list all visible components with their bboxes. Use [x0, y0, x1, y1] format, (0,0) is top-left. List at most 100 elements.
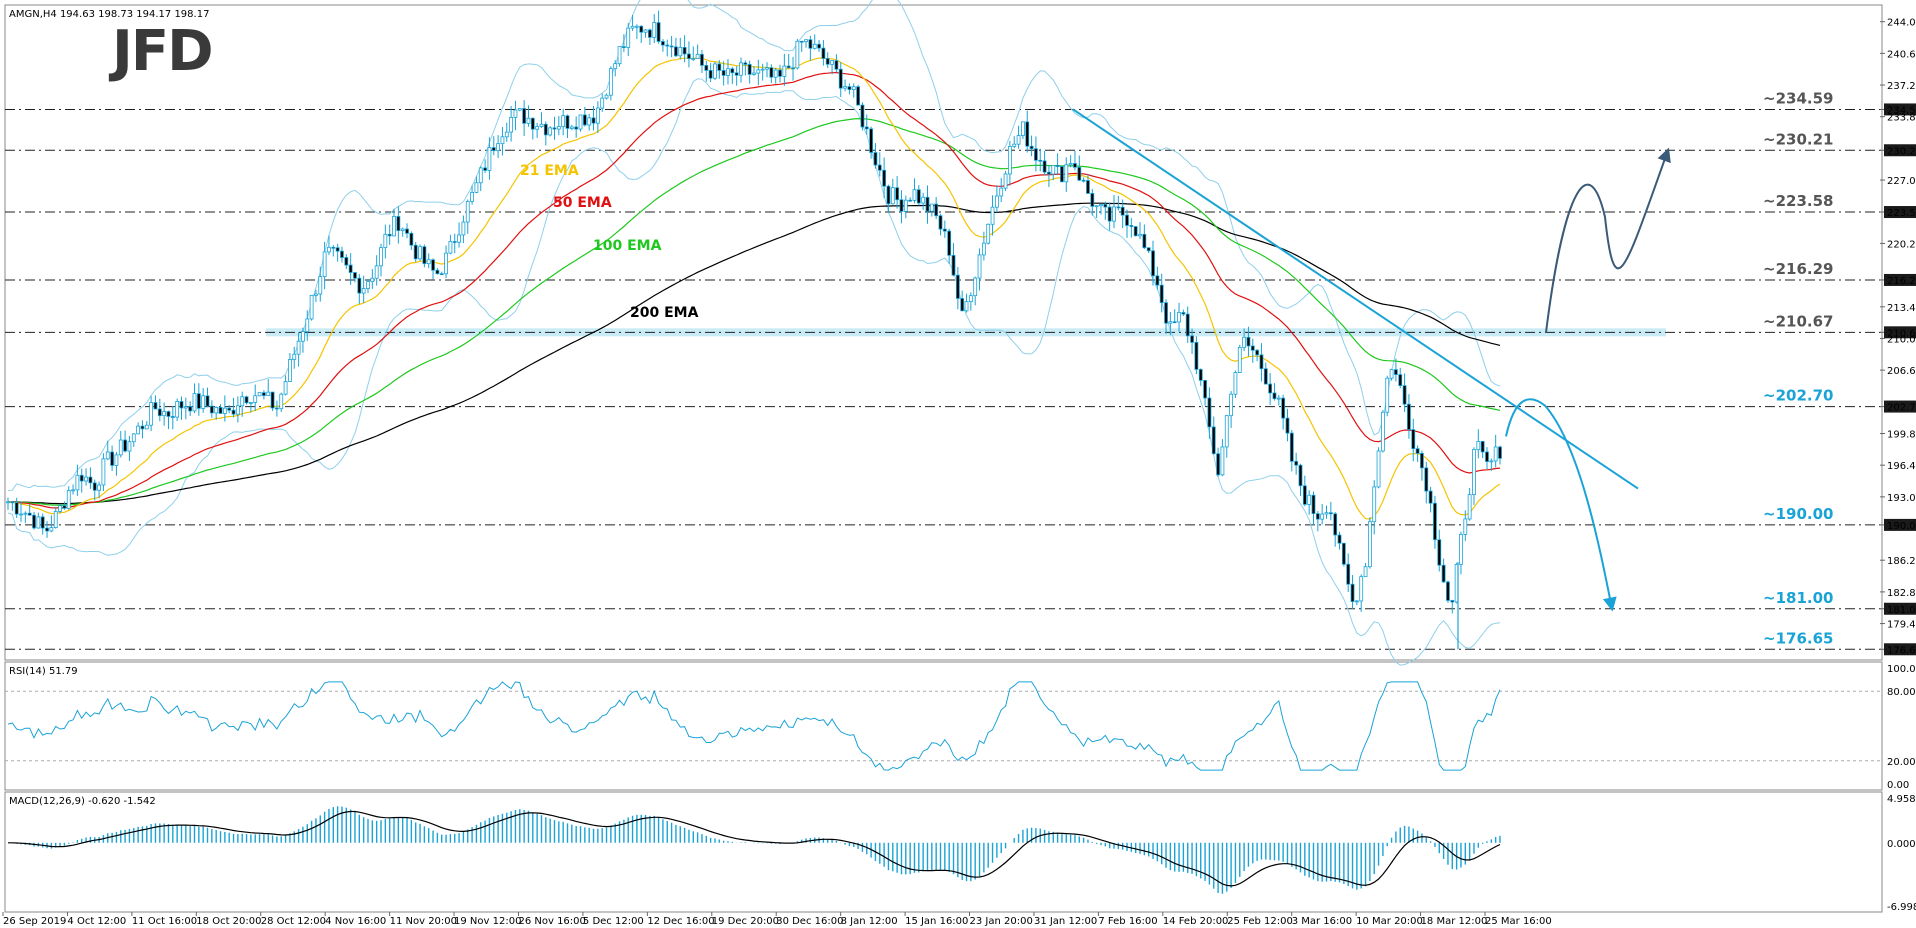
candle-body: [444, 252, 448, 275]
candle: [257, 392, 262, 397]
candle-body: [643, 29, 648, 33]
candle: [604, 93, 609, 100]
ema50-label: 50 EMA: [553, 195, 612, 211]
candle-body: [843, 86, 847, 89]
candle: [1463, 510, 1468, 541]
candle: [986, 223, 991, 245]
candle-body: [1021, 121, 1025, 136]
price-tick-label: 227.01: [1887, 176, 1916, 187]
candle-body: [1263, 368, 1268, 385]
candle-body: [231, 409, 236, 415]
candle: [574, 116, 579, 138]
candle: [327, 235, 331, 255]
candle: [634, 24, 639, 40]
candle: [1073, 150, 1077, 171]
candle: [825, 52, 830, 68]
candle-body: [1159, 284, 1164, 304]
candle-body: [1346, 563, 1351, 585]
candle: [1255, 348, 1260, 362]
candle-body: [1315, 513, 1320, 520]
candle-body: [1363, 566, 1368, 578]
candle: [222, 395, 227, 422]
candle-body: [1467, 494, 1472, 520]
candle-body: [1281, 397, 1286, 419]
candle: [769, 64, 774, 84]
candle-body: [726, 68, 730, 76]
level-label: ~176.65: [1763, 629, 1833, 647]
candle: [79, 468, 84, 493]
candle-body: [574, 126, 579, 130]
candle-body: [899, 199, 904, 212]
candle: [101, 453, 106, 491]
macd-label: MACD(12,26,9) -0.620 -1.542: [9, 796, 156, 807]
candle-body: [717, 63, 722, 71]
candle: [1233, 370, 1238, 399]
candle: [791, 56, 795, 81]
candle-body: [565, 115, 570, 129]
candle: [608, 66, 613, 101]
candle-body: [188, 406, 193, 412]
candle: [14, 497, 19, 519]
candle: [1307, 490, 1312, 515]
candle-body: [1220, 446, 1225, 476]
downtrend-line: [1072, 108, 1639, 490]
candle: [869, 126, 874, 159]
candle: [1034, 136, 1038, 172]
candle: [1320, 504, 1325, 525]
candle-body: [396, 216, 401, 232]
candle: [1259, 343, 1264, 382]
candle: [1116, 195, 1121, 211]
candle: [778, 64, 782, 83]
candle-body: [986, 223, 991, 244]
price-tick-highlight: [1884, 206, 1916, 219]
candle: [1038, 148, 1043, 172]
candle: [1493, 434, 1498, 468]
candle: [947, 228, 952, 264]
candle: [1055, 153, 1060, 176]
candle-body: [149, 402, 154, 426]
candle: [1250, 338, 1255, 363]
rsi-line: [7, 681, 1501, 771]
candle-body: [795, 40, 800, 69]
candle-body: [1285, 417, 1290, 434]
candle: [288, 353, 292, 382]
candle-body: [747, 64, 752, 75]
candle: [1021, 121, 1025, 139]
candle: [383, 224, 388, 259]
candle: [1302, 475, 1307, 507]
candle: [318, 266, 323, 302]
candle: [27, 503, 32, 516]
candle: [925, 185, 930, 224]
candle-body: [994, 195, 999, 208]
rsi-tick-label: 0.00: [1887, 780, 1909, 791]
candle: [1337, 531, 1342, 550]
rsi-tick-label: 80.00: [1887, 687, 1916, 698]
candle: [695, 44, 700, 59]
candle-body: [869, 128, 874, 153]
candle-body: [1073, 163, 1077, 168]
candle-body: [166, 411, 171, 417]
candle: [517, 108, 522, 112]
candle: [1294, 452, 1299, 475]
candle-body: [873, 152, 878, 166]
candle: [1142, 224, 1147, 250]
candle-body: [1268, 383, 1273, 394]
level-label: ~223.58: [1763, 192, 1833, 210]
candle-body: [62, 505, 67, 509]
candle-body: [1380, 411, 1385, 452]
candle-body: [808, 39, 813, 49]
price-tick-label: 230.21: [1887, 146, 1916, 157]
candle: [1185, 306, 1190, 343]
candle: [123, 430, 128, 453]
candle: [153, 395, 158, 410]
candle: [661, 39, 665, 52]
candle-body: [834, 60, 839, 70]
x-tick-label: 10 Mar 20:00: [1356, 916, 1423, 927]
candle: [231, 397, 236, 418]
candle-body: [32, 514, 36, 529]
candle-body: [45, 527, 49, 532]
candle-body: [10, 501, 15, 504]
candle-body: [1207, 397, 1212, 428]
ema21-line: [7, 57, 1501, 520]
